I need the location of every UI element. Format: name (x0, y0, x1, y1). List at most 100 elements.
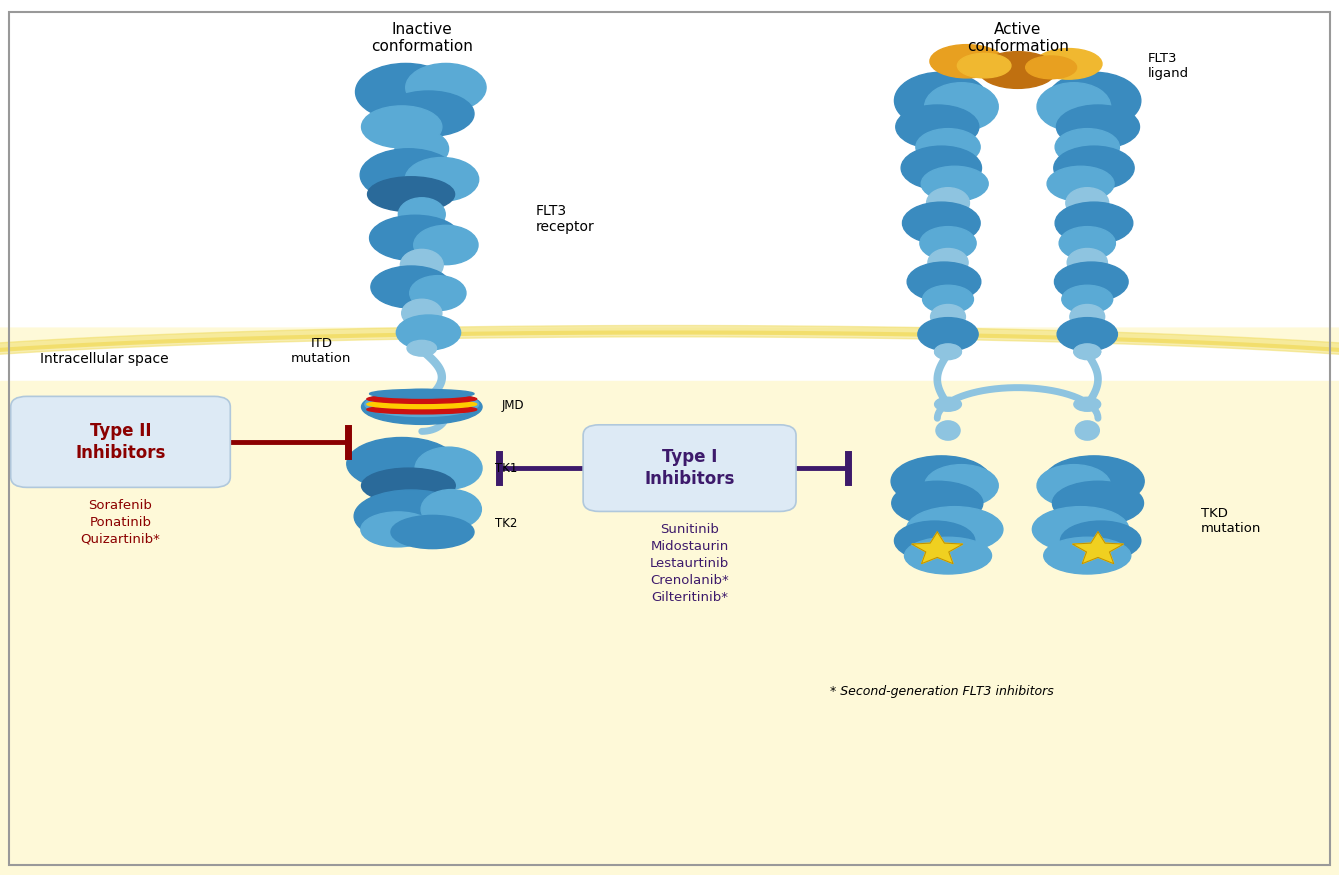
Ellipse shape (406, 63, 486, 112)
Ellipse shape (1036, 465, 1111, 507)
Ellipse shape (414, 225, 478, 265)
Ellipse shape (935, 344, 961, 360)
Ellipse shape (894, 522, 975, 561)
Ellipse shape (1075, 421, 1099, 440)
Ellipse shape (1067, 248, 1107, 276)
Ellipse shape (398, 198, 445, 231)
Ellipse shape (927, 188, 969, 219)
Ellipse shape (364, 392, 478, 416)
Ellipse shape (362, 106, 442, 148)
Ellipse shape (1032, 507, 1129, 552)
Text: Type I
Inhibitors: Type I Inhibitors (644, 448, 735, 488)
Ellipse shape (410, 276, 466, 311)
Ellipse shape (367, 405, 477, 414)
Ellipse shape (892, 481, 983, 525)
Ellipse shape (1062, 285, 1113, 313)
Ellipse shape (896, 105, 979, 149)
Ellipse shape (1055, 262, 1127, 301)
Ellipse shape (916, 129, 980, 165)
Ellipse shape (1044, 537, 1130, 574)
Ellipse shape (923, 285, 973, 313)
Ellipse shape (1026, 56, 1077, 79)
Ellipse shape (407, 340, 437, 356)
Ellipse shape (400, 249, 443, 281)
Ellipse shape (402, 299, 442, 327)
Ellipse shape (936, 421, 960, 440)
Text: Inactive
conformation: Inactive conformation (371, 22, 473, 54)
Text: ITD
mutation: ITD mutation (291, 337, 352, 365)
Ellipse shape (395, 130, 449, 167)
Text: TK2: TK2 (495, 517, 518, 529)
Ellipse shape (931, 304, 965, 329)
Ellipse shape (360, 149, 457, 201)
Text: Active
conformation: Active conformation (967, 22, 1069, 54)
Ellipse shape (919, 318, 977, 351)
Ellipse shape (1054, 146, 1134, 190)
Ellipse shape (404, 158, 479, 201)
Text: FLT3
ligand: FLT3 ligand (1148, 52, 1189, 80)
Ellipse shape (367, 177, 454, 212)
Ellipse shape (935, 397, 961, 411)
Ellipse shape (935, 345, 961, 359)
Text: Sunitinib
Midostaurin
Lestaurtinib
Crenolanib*
Gilteritinib*: Sunitinib Midostaurin Lestaurtinib Creno… (649, 522, 730, 604)
Text: TKD
mutation: TKD mutation (1201, 507, 1261, 535)
Ellipse shape (890, 456, 991, 507)
Ellipse shape (370, 215, 461, 261)
Ellipse shape (907, 262, 980, 301)
Ellipse shape (1047, 166, 1114, 201)
Ellipse shape (1074, 397, 1101, 411)
Ellipse shape (1052, 481, 1144, 525)
Ellipse shape (907, 507, 1003, 552)
Ellipse shape (420, 490, 482, 528)
Ellipse shape (1056, 105, 1139, 149)
Ellipse shape (367, 400, 477, 409)
Ellipse shape (1055, 129, 1119, 165)
Ellipse shape (979, 52, 1056, 88)
Ellipse shape (1036, 83, 1111, 131)
Ellipse shape (1066, 188, 1109, 219)
Polygon shape (912, 532, 963, 564)
Ellipse shape (1035, 49, 1102, 80)
Ellipse shape (367, 395, 477, 403)
Ellipse shape (901, 146, 981, 190)
Text: Intracellular space: Intracellular space (40, 352, 169, 366)
Ellipse shape (928, 248, 968, 276)
Ellipse shape (355, 64, 455, 121)
Ellipse shape (1074, 344, 1101, 360)
Text: TK1: TK1 (495, 462, 518, 474)
Ellipse shape (1059, 227, 1115, 260)
Ellipse shape (360, 512, 434, 547)
FancyBboxPatch shape (582, 424, 795, 511)
Ellipse shape (921, 166, 988, 201)
Ellipse shape (957, 53, 1011, 78)
Polygon shape (1073, 532, 1123, 564)
Text: Type II
Inhibitors: Type II Inhibitors (75, 422, 166, 462)
Ellipse shape (1060, 522, 1141, 561)
Ellipse shape (894, 73, 988, 130)
Ellipse shape (1070, 304, 1105, 329)
Ellipse shape (383, 91, 474, 136)
Text: JMD: JMD (502, 399, 525, 411)
Text: FLT3
receptor: FLT3 receptor (536, 204, 595, 234)
Ellipse shape (902, 202, 980, 244)
Ellipse shape (371, 266, 451, 308)
Ellipse shape (415, 447, 482, 489)
FancyBboxPatch shape (11, 396, 230, 487)
Ellipse shape (929, 45, 1004, 78)
Ellipse shape (904, 537, 991, 574)
Ellipse shape (1056, 318, 1117, 351)
Ellipse shape (362, 468, 455, 503)
Ellipse shape (347, 438, 457, 490)
Ellipse shape (370, 389, 474, 398)
Text: Sorafenib
Ponatinib
Quizartinib*: Sorafenib Ponatinib Quizartinib* (80, 499, 161, 546)
Ellipse shape (924, 465, 998, 507)
Ellipse shape (1074, 345, 1101, 359)
Ellipse shape (407, 396, 437, 412)
Ellipse shape (396, 315, 461, 350)
Ellipse shape (1047, 73, 1141, 130)
Ellipse shape (920, 227, 976, 260)
Ellipse shape (362, 389, 482, 424)
Ellipse shape (924, 83, 998, 131)
Ellipse shape (391, 515, 474, 549)
Bar (0, 381, 1339, 875)
